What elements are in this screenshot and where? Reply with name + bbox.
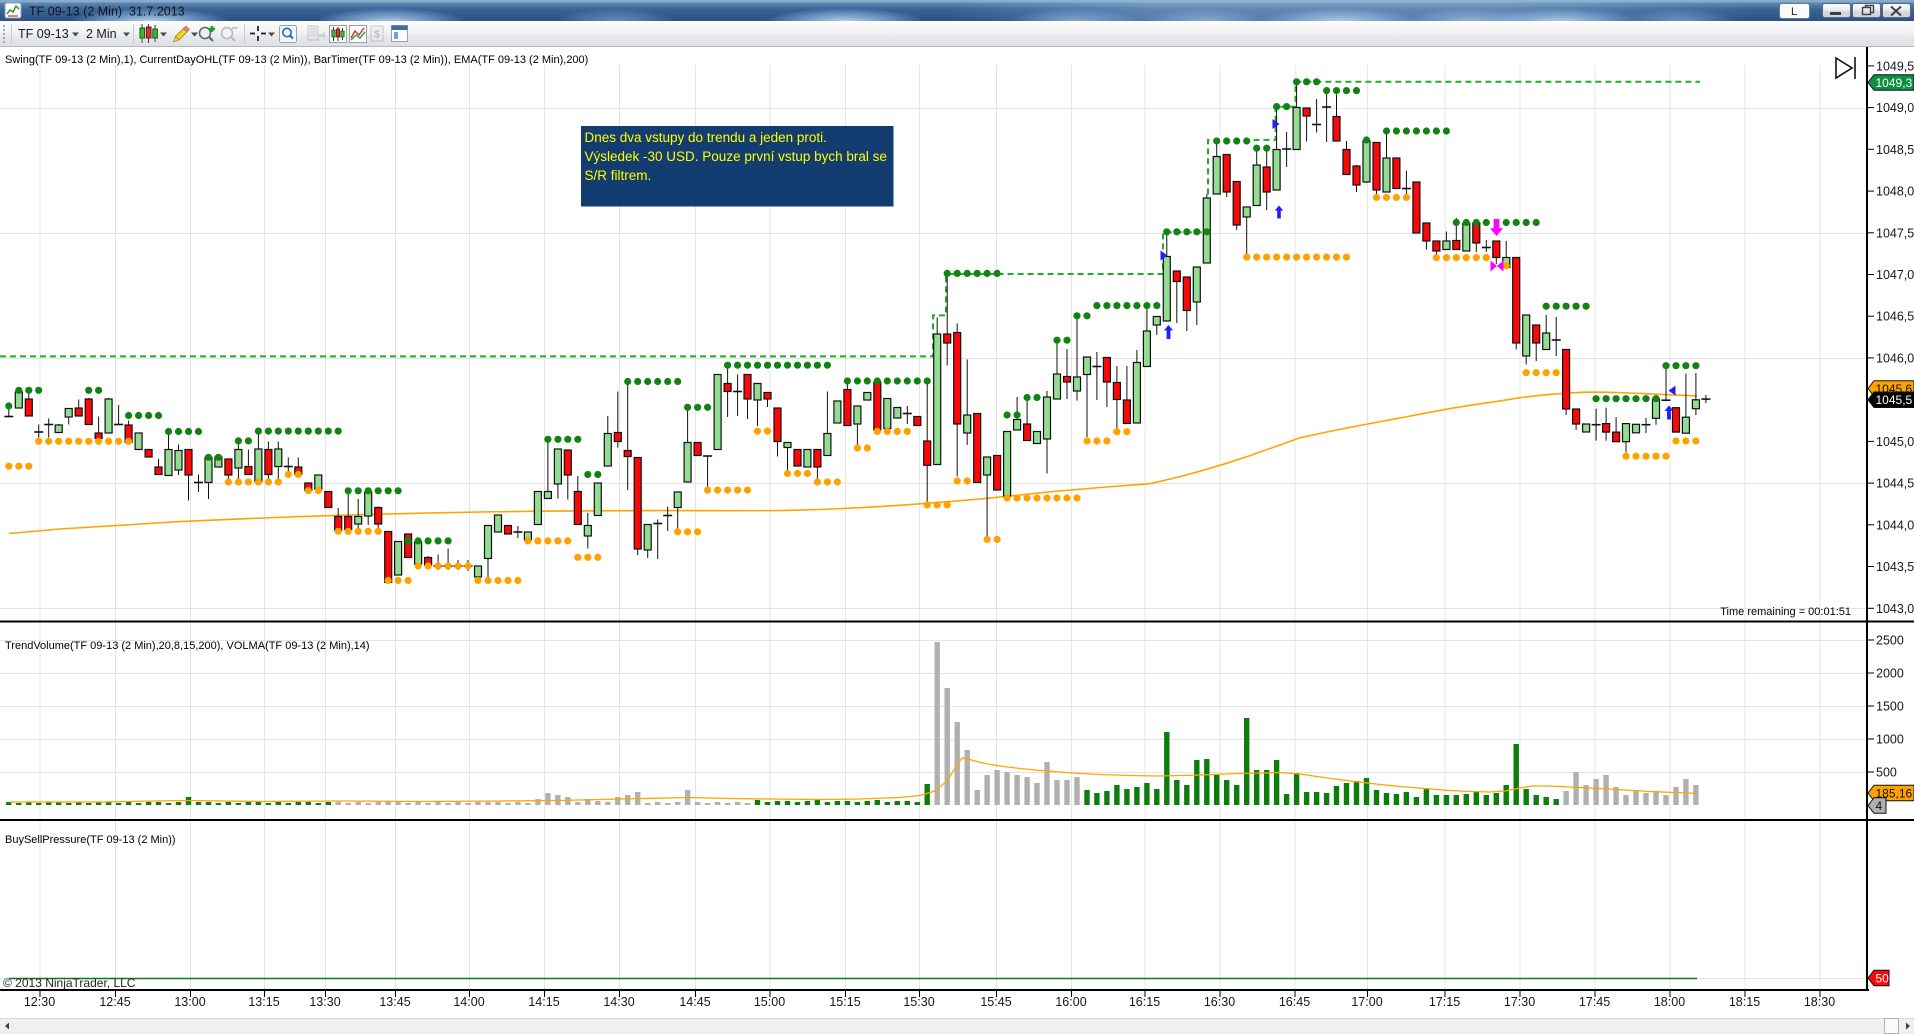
svg-text:17:15: 17:15 xyxy=(1429,995,1460,1009)
svg-text:13:00: 13:00 xyxy=(174,995,205,1009)
svg-text:1044,0: 1044,0 xyxy=(1876,518,1914,532)
svg-text:1047,0: 1047,0 xyxy=(1876,268,1914,282)
svg-text:15:15: 15:15 xyxy=(829,995,860,1009)
svg-text:185,16: 185,16 xyxy=(1876,786,1913,800)
svg-text:Swing(TF 09-13 (2 Min),1), Cur: Swing(TF 09-13 (2 Min),1), CurrentDayOHL… xyxy=(5,54,588,66)
svg-text:1045,0: 1045,0 xyxy=(1876,435,1914,449)
svg-text:1500: 1500 xyxy=(1876,700,1904,714)
svg-text:17:30: 17:30 xyxy=(1504,995,1535,1009)
svg-text:1049,0: 1049,0 xyxy=(1876,101,1914,115)
svg-text:1048,5: 1048,5 xyxy=(1876,143,1914,157)
svg-text:Dnes dva vstupy do trendu a je: Dnes dva vstupy do trendu a jeden proti. xyxy=(585,130,827,145)
svg-text:18:30: 18:30 xyxy=(1804,995,1835,1009)
svg-text:1047,5: 1047,5 xyxy=(1876,226,1914,240)
svg-text:Time remaining = 00:01:51: Time remaining = 00:01:51 xyxy=(1720,606,1851,618)
svg-text:12:30: 12:30 xyxy=(24,995,55,1009)
svg-text:13:45: 13:45 xyxy=(379,995,410,1009)
svg-text:1043,0: 1043,0 xyxy=(1876,602,1914,616)
svg-text:TrendVolume(TF 09-13 (2 Min),2: TrendVolume(TF 09-13 (2 Min),20,8,15,200… xyxy=(5,640,370,652)
svg-text:2 Min: 2 Min xyxy=(86,27,117,41)
svg-text:17:45: 17:45 xyxy=(1579,995,1610,1009)
svg-text:1044,5: 1044,5 xyxy=(1876,477,1914,491)
svg-text:1045,5: 1045,5 xyxy=(1876,393,1913,407)
svg-text:12:45: 12:45 xyxy=(99,995,130,1009)
svg-text:14:30: 14:30 xyxy=(603,995,634,1009)
svg-text:13:15: 13:15 xyxy=(248,995,279,1009)
svg-text:S/R filtrem.: S/R filtrem. xyxy=(585,168,652,183)
svg-text:15:45: 15:45 xyxy=(980,995,1011,1009)
svg-text:18:15: 18:15 xyxy=(1729,995,1760,1009)
svg-text:Výsledek -30 USD. Pouze první: Výsledek -30 USD. Pouze první vstup bych… xyxy=(585,149,887,164)
svg-text:1046,5: 1046,5 xyxy=(1876,310,1914,324)
svg-text:TF 09-13 (2 Min) 31.7.2013: TF 09-13 (2 Min) 31.7.2013 xyxy=(29,5,185,19)
svg-text:BuySellPressure(TF 09-13 (2 Mi: BuySellPressure(TF 09-13 (2 Min)) xyxy=(5,834,176,846)
svg-text:2500: 2500 xyxy=(1876,634,1904,648)
svg-text:500: 500 xyxy=(1876,766,1897,780)
svg-text:14:15: 14:15 xyxy=(528,995,559,1009)
svg-text:14:45: 14:45 xyxy=(679,995,710,1009)
svg-text:16:45: 16:45 xyxy=(1279,995,1310,1009)
svg-text:18:00: 18:00 xyxy=(1654,995,1685,1009)
svg-text:17:00: 17:00 xyxy=(1351,995,1382,1009)
svg-text:TF 09-13: TF 09-13 xyxy=(18,27,69,41)
svg-text:$: $ xyxy=(374,30,380,41)
svg-text:L: L xyxy=(1791,6,1797,18)
svg-text:15:30: 15:30 xyxy=(903,995,934,1009)
svg-text:1043,5: 1043,5 xyxy=(1876,560,1914,574)
svg-text:16:15: 16:15 xyxy=(1129,995,1160,1009)
svg-text:16:00: 16:00 xyxy=(1055,995,1086,1009)
svg-text:16:30: 16:30 xyxy=(1204,995,1235,1009)
svg-text:13:30: 13:30 xyxy=(309,995,340,1009)
svg-text:1048,0: 1048,0 xyxy=(1876,185,1914,199)
svg-text:14:00: 14:00 xyxy=(453,995,484,1009)
svg-text:15:00: 15:00 xyxy=(754,995,785,1009)
svg-text:© 2013 NinjaTrader, LLC: © 2013 NinjaTrader, LLC xyxy=(3,976,136,990)
svg-text:1049,5: 1049,5 xyxy=(1876,59,1914,73)
svg-text:50: 50 xyxy=(1876,971,1890,985)
svg-text:1049,3: 1049,3 xyxy=(1876,76,1913,90)
svg-text:1046,0: 1046,0 xyxy=(1876,351,1914,365)
svg-text:4: 4 xyxy=(1876,799,1883,813)
svg-text:2000: 2000 xyxy=(1876,667,1904,681)
svg-text:1000: 1000 xyxy=(1876,733,1904,747)
